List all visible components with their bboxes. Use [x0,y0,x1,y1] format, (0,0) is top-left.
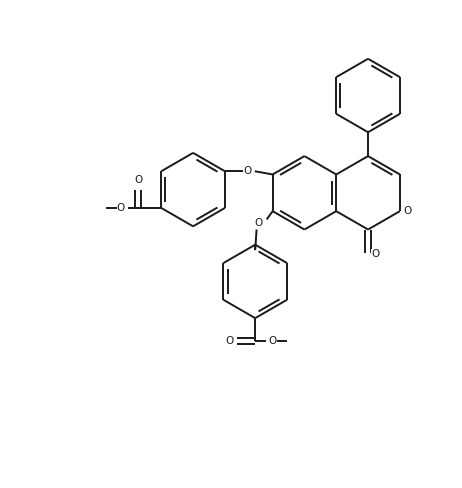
Text: O: O [134,175,142,185]
Text: O: O [244,166,252,176]
Text: O: O [371,249,379,259]
Text: O: O [117,203,125,213]
Text: O: O [268,336,277,346]
Text: O: O [255,218,263,228]
Text: O: O [225,336,233,346]
Text: O: O [403,206,411,216]
